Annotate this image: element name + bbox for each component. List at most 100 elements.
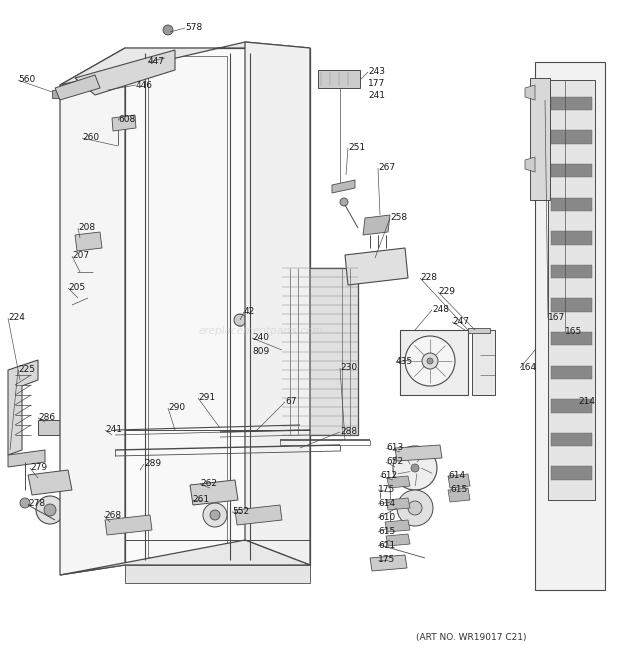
Text: 175: 175: [378, 485, 396, 494]
Polygon shape: [448, 474, 470, 488]
Bar: [551, 366, 592, 379]
Text: 230: 230: [340, 364, 357, 373]
Text: 42: 42: [244, 307, 255, 317]
Text: 447: 447: [148, 58, 165, 67]
Text: 612: 612: [380, 471, 397, 481]
Text: 809: 809: [252, 348, 269, 356]
Text: 207: 207: [72, 251, 89, 260]
Text: 175: 175: [378, 555, 396, 564]
Text: 165: 165: [565, 327, 582, 336]
Circle shape: [20, 498, 30, 508]
Polygon shape: [60, 48, 125, 575]
Text: ereplacementparts.com: ereplacementparts.com: [198, 325, 322, 336]
Text: 240: 240: [252, 334, 269, 342]
Text: 251: 251: [348, 143, 365, 153]
Text: 229: 229: [438, 288, 455, 297]
Text: 613: 613: [386, 444, 403, 453]
Text: 260: 260: [82, 134, 99, 143]
Bar: [551, 164, 592, 177]
Polygon shape: [386, 534, 410, 546]
Text: 241: 241: [105, 426, 122, 434]
Text: 286: 286: [38, 414, 55, 422]
Text: 289: 289: [144, 459, 161, 469]
Text: 243: 243: [368, 67, 385, 77]
Bar: [318, 70, 360, 88]
Polygon shape: [75, 50, 175, 95]
Polygon shape: [28, 470, 72, 495]
Polygon shape: [8, 360, 38, 455]
Text: 248: 248: [432, 305, 449, 315]
Text: 614: 614: [378, 500, 395, 508]
Circle shape: [427, 358, 433, 364]
Bar: [535, 62, 605, 590]
Circle shape: [405, 336, 455, 386]
Text: 560: 560: [18, 75, 35, 85]
Circle shape: [234, 314, 246, 326]
Polygon shape: [448, 488, 470, 502]
Text: 279: 279: [30, 463, 47, 473]
Bar: [551, 130, 592, 144]
Text: 290: 290: [168, 403, 185, 412]
Polygon shape: [363, 215, 390, 235]
Text: 446: 446: [136, 81, 153, 89]
Polygon shape: [245, 42, 310, 565]
Bar: [551, 467, 592, 480]
Text: 208: 208: [78, 223, 95, 233]
Text: 614: 614: [448, 471, 465, 481]
Text: 228: 228: [420, 274, 437, 282]
Text: 278: 278: [28, 500, 45, 508]
Text: 241: 241: [368, 91, 385, 100]
Polygon shape: [395, 445, 442, 461]
Polygon shape: [60, 540, 310, 575]
Bar: [551, 198, 592, 211]
Bar: [125, 48, 310, 565]
Text: 261: 261: [192, 496, 209, 504]
Circle shape: [210, 510, 220, 520]
Bar: [148, 56, 227, 557]
Text: 615: 615: [450, 485, 467, 494]
Polygon shape: [525, 157, 535, 172]
Text: 164: 164: [520, 364, 537, 373]
Bar: [400, 330, 468, 395]
Circle shape: [36, 496, 64, 524]
Text: 258: 258: [390, 214, 407, 223]
Bar: [551, 97, 592, 110]
Text: 615: 615: [378, 527, 396, 537]
Bar: [282, 268, 358, 435]
Polygon shape: [530, 78, 550, 200]
Polygon shape: [105, 515, 152, 535]
Bar: [52, 90, 70, 98]
Text: 288: 288: [340, 428, 357, 436]
Polygon shape: [60, 42, 310, 85]
Polygon shape: [385, 520, 410, 532]
Bar: [551, 298, 592, 312]
Polygon shape: [8, 450, 45, 467]
Polygon shape: [75, 232, 102, 251]
Circle shape: [422, 353, 438, 369]
Bar: [551, 399, 592, 412]
Text: 267: 267: [378, 163, 395, 173]
Polygon shape: [386, 498, 410, 510]
Circle shape: [114, 144, 122, 152]
Text: 224: 224: [8, 313, 25, 323]
Polygon shape: [55, 75, 100, 100]
Circle shape: [397, 490, 433, 526]
Bar: [38, 420, 60, 435]
Circle shape: [411, 464, 419, 472]
Text: 611: 611: [378, 541, 396, 551]
Text: 578: 578: [185, 24, 202, 32]
Text: 205: 205: [68, 284, 85, 293]
Text: (ART NO. WR19017 C21): (ART NO. WR19017 C21): [416, 633, 526, 642]
Bar: [548, 80, 595, 500]
Polygon shape: [332, 180, 355, 193]
Text: 214: 214: [578, 397, 595, 407]
Circle shape: [408, 501, 422, 515]
Text: 247: 247: [452, 317, 469, 327]
Bar: [551, 231, 592, 245]
Text: 268: 268: [104, 512, 121, 520]
Polygon shape: [190, 480, 238, 505]
Text: 435: 435: [396, 358, 413, 366]
Text: 225: 225: [18, 366, 35, 375]
Text: 291: 291: [198, 393, 215, 403]
Text: 262: 262: [200, 479, 217, 488]
